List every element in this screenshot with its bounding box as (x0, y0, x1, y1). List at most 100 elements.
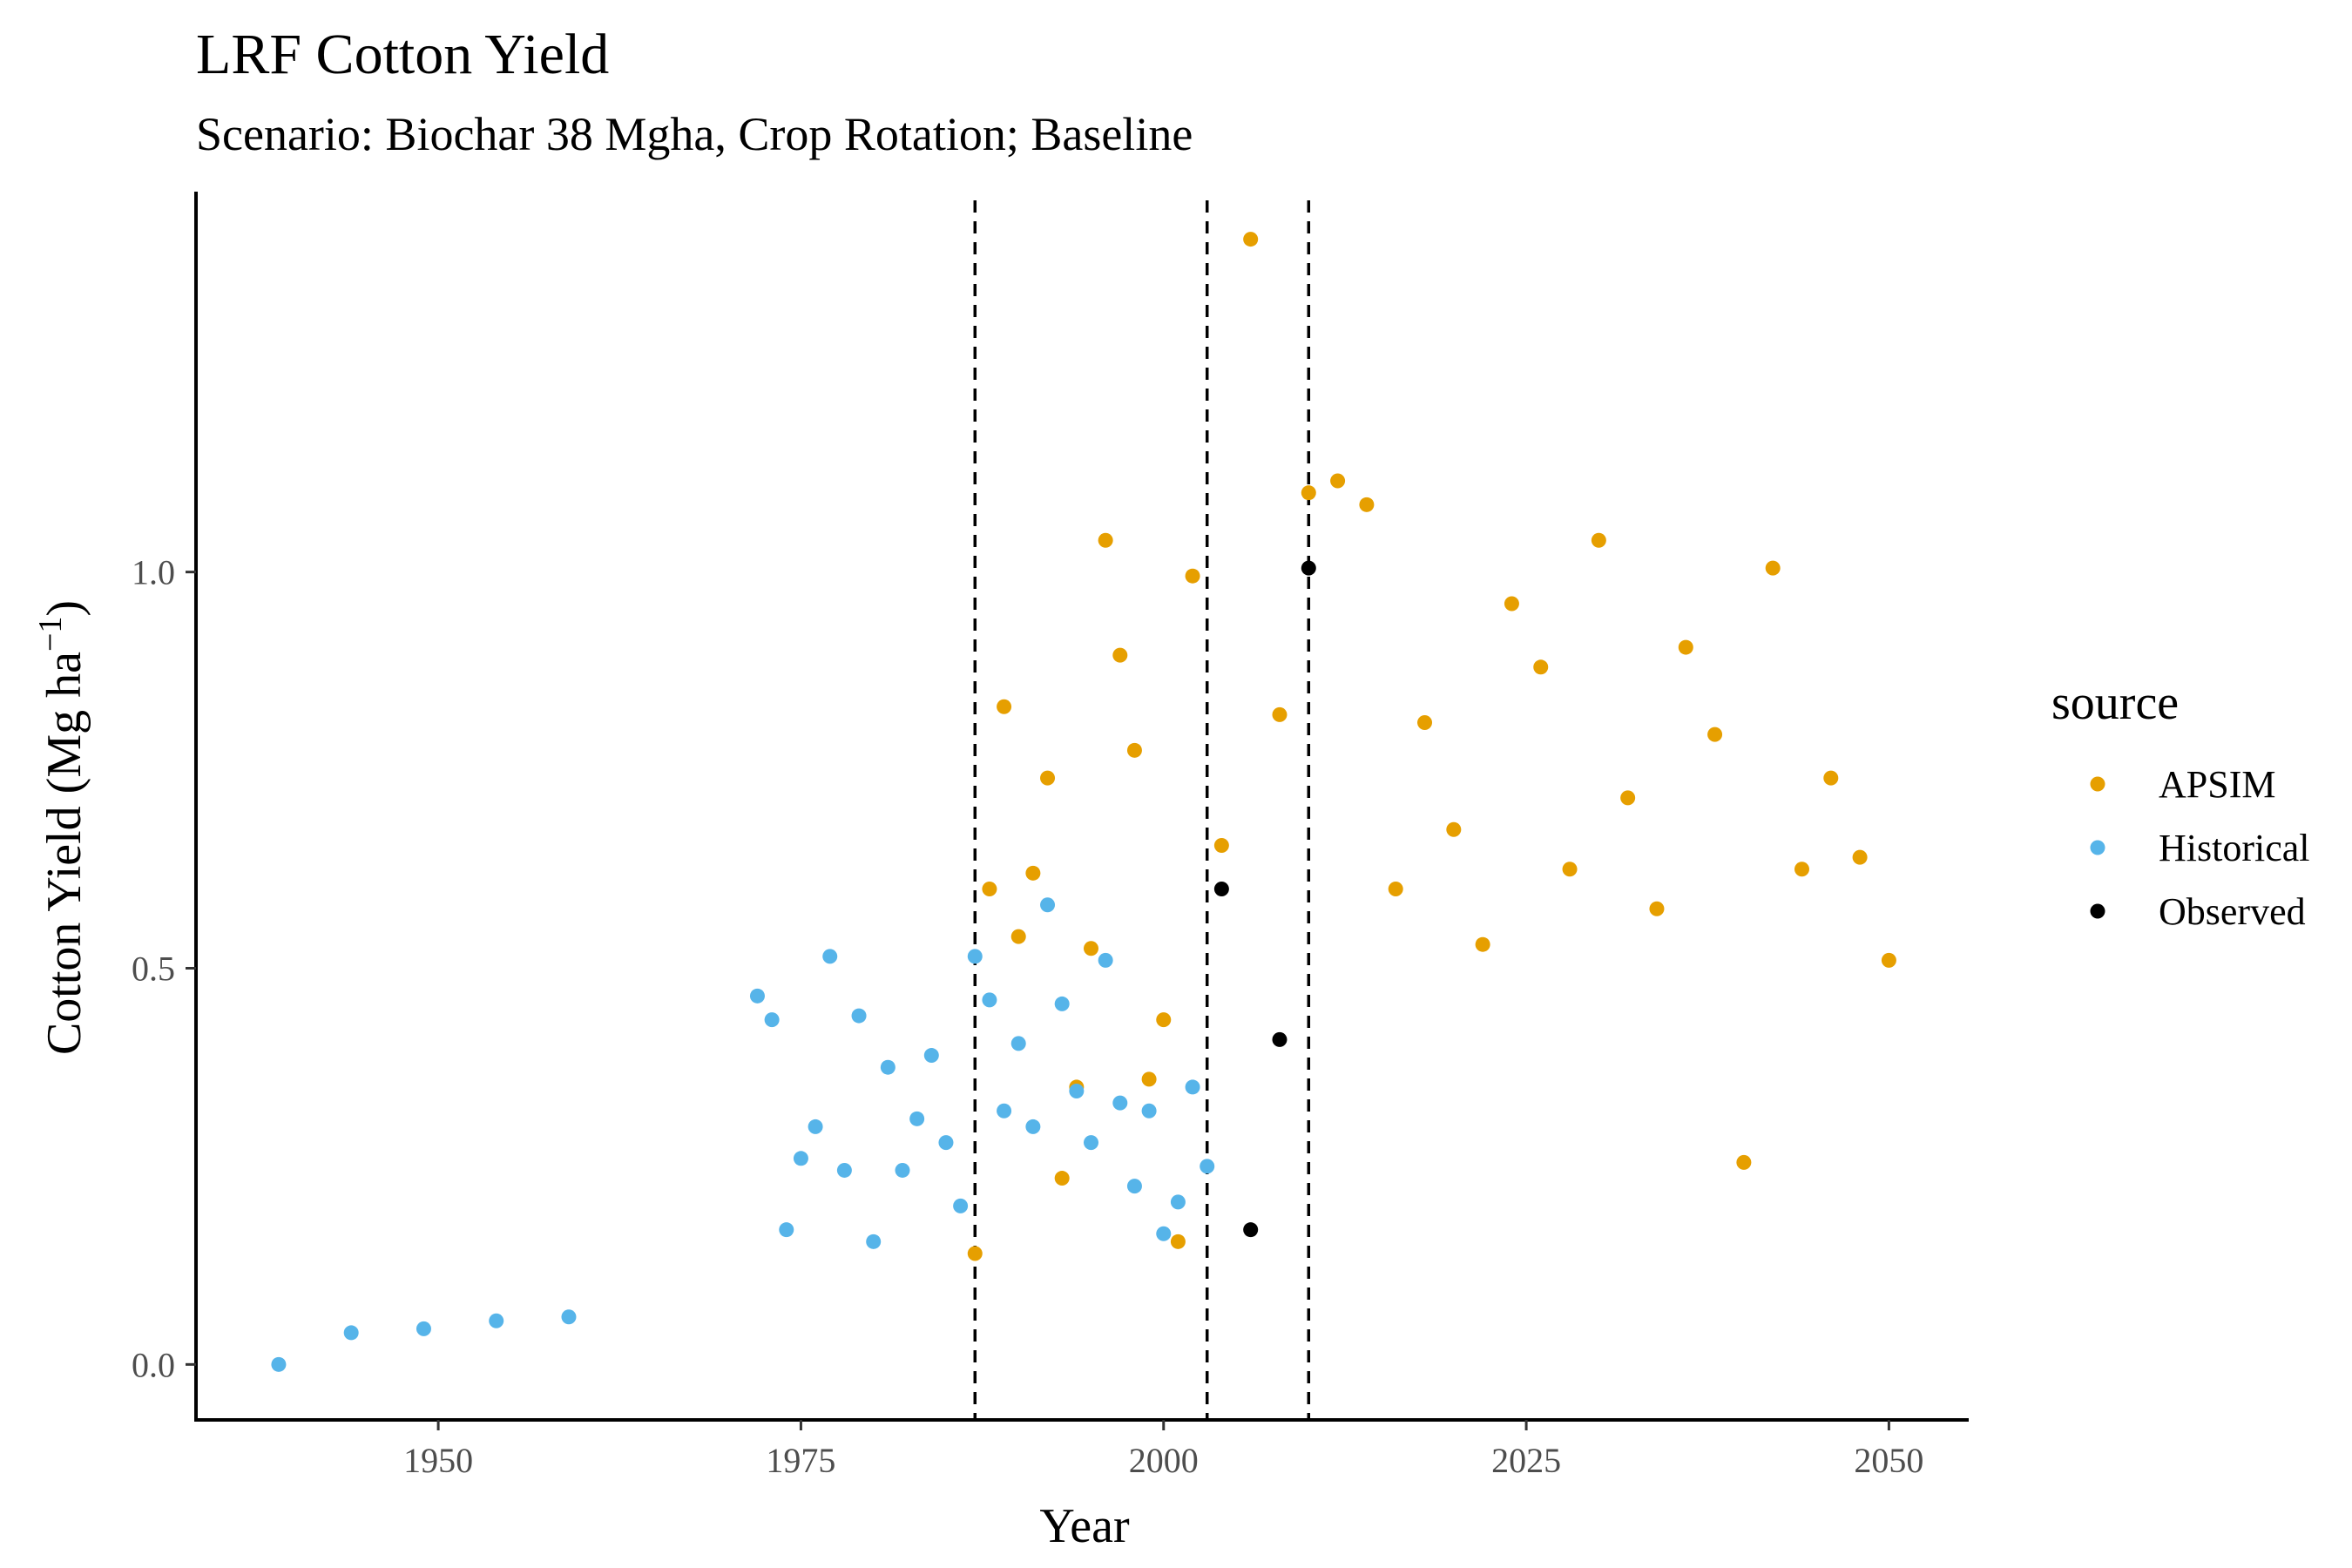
point-apsim (1562, 862, 1578, 877)
point-apsim (1446, 821, 1462, 837)
point-historical (489, 1313, 504, 1328)
point-historical (1170, 1194, 1186, 1210)
point-historical (343, 1325, 359, 1341)
y-tick-label: 0.0 (132, 1345, 175, 1384)
point-historical (909, 1111, 925, 1126)
point-historical (1156, 1226, 1172, 1241)
point-apsim (1330, 473, 1346, 489)
legend-key-historical (2090, 840, 2105, 855)
point-apsim (1852, 849, 1868, 865)
point-historical (997, 1103, 1012, 1119)
point-apsim (1272, 706, 1288, 722)
point-historical (822, 949, 838, 964)
point-apsim (1083, 941, 1098, 956)
point-historical (895, 1162, 910, 1178)
point-apsim (1765, 560, 1781, 576)
point-historical (1141, 1103, 1157, 1119)
legend-key-observed (2090, 903, 2105, 919)
point-apsim (1591, 532, 1606, 548)
point-apsim (1040, 770, 1056, 786)
point-observed (1243, 1222, 1259, 1238)
point-apsim (1388, 882, 1403, 897)
x-tick-label: 2000 (1129, 1441, 1199, 1480)
point-historical (1069, 1083, 1085, 1098)
point-historical (880, 1059, 896, 1075)
legend-label-apsim: APSIM (2159, 763, 2276, 806)
point-apsim (1417, 714, 1433, 730)
x-axis-ticks: 1950 1975 2000 2025 2050 (403, 1420, 1923, 1480)
point-apsim (1243, 232, 1259, 247)
point-historical (1126, 1179, 1142, 1194)
point-historical (1040, 897, 1056, 913)
point-apsim (1025, 865, 1041, 881)
point-historical (416, 1321, 431, 1336)
point-historical (967, 949, 983, 964)
chart-title: LRF Cotton Yield (196, 23, 609, 86)
reference-lines (973, 200, 1311, 1420)
point-historical (749, 988, 765, 1004)
point-historical (1083, 1135, 1098, 1151)
point-historical (1098, 952, 1113, 968)
point-apsim (1112, 647, 1128, 663)
point-apsim (1823, 770, 1839, 786)
point-historical (764, 1012, 780, 1028)
point-historical (1025, 1119, 1041, 1134)
x-tick-label: 2050 (1854, 1441, 1923, 1480)
point-apsim (1359, 497, 1375, 512)
point-historical (1054, 996, 1070, 1011)
point-apsim (1707, 727, 1723, 742)
y-axis-title-superscript: −1 (32, 617, 69, 652)
point-apsim (1213, 837, 1229, 853)
point-apsim (1678, 639, 1693, 655)
point-apsim (1098, 532, 1113, 548)
point-historical (851, 1008, 867, 1024)
point-apsim (1054, 1171, 1070, 1186)
point-historical (923, 1048, 939, 1064)
point-apsim (1141, 1071, 1157, 1087)
point-apsim (967, 1246, 983, 1261)
legend-key-apsim (2090, 776, 2105, 792)
point-apsim (1010, 929, 1026, 944)
point-observed (1272, 1031, 1288, 1047)
chart-subtitle: Scenario: Biochar 38 Mgha, Crop Rotation… (196, 108, 1193, 160)
point-apsim (1620, 790, 1636, 806)
x-tick-label: 1950 (403, 1441, 473, 1480)
point-historical (779, 1222, 794, 1238)
point-apsim (1794, 862, 1809, 877)
point-historical (1185, 1079, 1200, 1095)
point-historical (1200, 1159, 1215, 1174)
point-apsim (982, 882, 997, 897)
legend-label-observed: Observed (2159, 890, 2306, 933)
point-apsim (997, 699, 1012, 714)
point-historical (866, 1233, 882, 1249)
point-historical (1112, 1095, 1128, 1111)
y-axis-title: Cotton Yield (Mg ha−1) (32, 600, 91, 1055)
point-apsim (1649, 901, 1665, 916)
legend-title: source (2051, 676, 2179, 730)
y-axis-title-main: Cotton Yield (Mg ha (37, 652, 91, 1055)
x-tick-label: 2025 (1491, 1441, 1561, 1480)
point-historical (953, 1198, 969, 1213)
point-apsim (1156, 1012, 1172, 1028)
point-apsim (1170, 1233, 1186, 1249)
point-historical (1010, 1036, 1026, 1051)
y-tick-label: 0.5 (132, 949, 175, 988)
point-apsim (1533, 659, 1549, 675)
point-historical (938, 1135, 954, 1151)
point-apsim (1185, 568, 1200, 584)
point-apsim (1736, 1154, 1752, 1170)
point-apsim (1126, 742, 1142, 758)
point-historical (836, 1162, 852, 1178)
x-axis-title: Year (1039, 1499, 1130, 1553)
point-historical (793, 1151, 808, 1166)
legend-label-historical: Historical (2159, 827, 2310, 869)
point-apsim (1475, 936, 1490, 952)
point-apsim (1881, 952, 1896, 968)
point-observed (1213, 882, 1229, 897)
point-historical (271, 1356, 287, 1372)
y-tick-label: 1.0 (132, 553, 175, 592)
y-axis-ticks: 0.0 0.5 1.0 (132, 553, 196, 1384)
point-historical (561, 1309, 577, 1325)
point-historical (982, 992, 997, 1008)
